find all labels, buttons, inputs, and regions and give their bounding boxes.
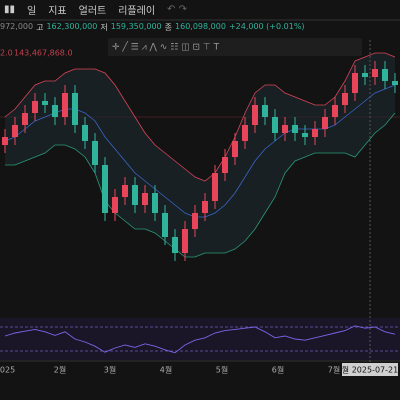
- candle-body: [262, 105, 268, 117]
- tool[interactable]: 리플레이: [118, 5, 156, 17]
- candle-body: [72, 93, 78, 125]
- candle-body: [302, 133, 308, 137]
- x-tick-label: 2월: [54, 365, 66, 375]
- drawing-tools[interactable]: [108, 38, 362, 56]
- candle-body: [362, 73, 368, 77]
- candle-body: [122, 185, 128, 197]
- icon[interactable]: ▮▮: [4, 3, 16, 15]
- indicator-value: 143,467,868.0: [14, 49, 73, 58]
- x-tick-label: 3월: [104, 365, 116, 375]
- candle-body: [272, 117, 278, 133]
- candle-body: [172, 237, 178, 253]
- candle-body: [282, 125, 288, 133]
- candle-body: [192, 213, 198, 229]
- label: 고: [36, 23, 44, 32]
- undo[interactable]: ↶ ↷: [167, 3, 187, 15]
- label: 저: [100, 23, 108, 32]
- candle-body: [292, 125, 298, 133]
- candle-body: [392, 81, 398, 85]
- candle-body: [242, 125, 248, 141]
- tool[interactable]: 얼러트: [78, 5, 107, 17]
- candle-body: [252, 105, 258, 125]
- tool[interactable]: 지표: [48, 5, 67, 17]
- candle-body: [22, 113, 28, 125]
- rsi-line: [4, 325, 396, 354]
- toolbar: ▮▮ 일 지표 얼러트 리플레이 ↶ ↷: [0, 0, 400, 18]
- x-tick-label: 4월: [160, 365, 172, 375]
- band-line: [5, 112, 396, 258]
- candle-body: [92, 141, 98, 165]
- candle-body: [142, 193, 148, 205]
- tools: ✛ ╱ ☰ ⩘ ⋀ ∿ ☷ ◫ ⊡ ⊤ T: [112, 41, 220, 53]
- candle-body: [182, 229, 188, 253]
- x-tick-label: 5월: [216, 365, 228, 375]
- candle-body: [12, 125, 18, 137]
- candle-body: [162, 213, 168, 237]
- candle-body: [112, 197, 118, 213]
- crosshair-label: 월 2025-07-21: [342, 365, 398, 375]
- x-tick-label: 6월: [272, 365, 284, 375]
- crosshair-box: [342, 363, 398, 376]
- band-fill: [5, 53, 395, 257]
- candle-body: [372, 69, 378, 77]
- candle-body: [62, 93, 68, 117]
- candle-body: [332, 105, 338, 117]
- candle-body: [42, 101, 48, 105]
- candle-body: [152, 193, 158, 213]
- candle-body: [232, 141, 238, 157]
- candle-body: [312, 129, 318, 137]
- band-line: [4, 84, 396, 218]
- band-line: [4, 52, 396, 182]
- candle-body: [2, 137, 8, 145]
- candle-body: [212, 173, 218, 201]
- x-tick-label: 2025: [0, 366, 15, 375]
- value: 162,300,000: [46, 22, 98, 31]
- ohlc-row: 972,000 고 162,300,000 저 159,350,000 종 160,0…: [0, 22, 400, 36]
- value: 159,350,000: [110, 22, 162, 31]
- candle-body: [352, 73, 358, 93]
- candle-body: [132, 185, 138, 205]
- x-tick-label: 7월: [328, 365, 340, 375]
- value: 160,098,000: [175, 22, 226, 31]
- candle-body: [322, 117, 328, 129]
- candle-body: [32, 101, 38, 113]
- open: 972,000: [0, 22, 34, 31]
- indicator-params: 2.0: [0, 49, 13, 58]
- candle-body: [52, 105, 58, 117]
- change: +24,000 (+0.01%): [228, 22, 305, 31]
- candle-body: [222, 157, 228, 173]
- candle-body: [342, 93, 348, 105]
- candle-body: [202, 201, 208, 213]
- tool[interactable]: 일: [27, 5, 37, 17]
- candle-body: [382, 69, 388, 81]
- candle-body: [82, 125, 88, 141]
- candle-body: [102, 165, 108, 213]
- label: 종: [164, 23, 173, 32]
